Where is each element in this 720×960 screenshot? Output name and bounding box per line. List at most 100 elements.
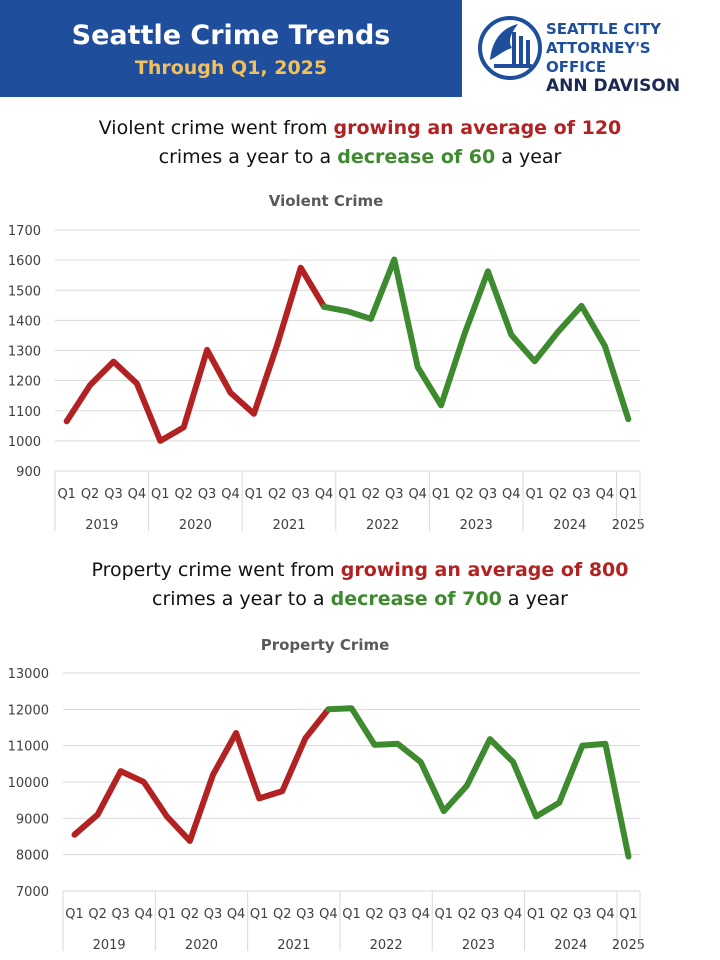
property-quarter-label: Q3 [481,907,500,922]
violent-quarter-label: Q1 [619,487,638,502]
property-y-tick-label: 7000 [16,885,49,900]
violent-year-label: 2019 [85,518,118,533]
property-quarter-label: Q2 [181,907,200,922]
violent-quarter-label: Q1 [432,487,451,502]
violent-quarter-label: Q4 [502,487,521,502]
property-quarter-label: Q2 [550,907,569,922]
violent-quarter-label: Q3 [572,487,591,502]
violent-y-tick-label: 1700 [8,224,41,239]
violent-year-label: 2021 [272,518,305,533]
violent-quarter-label: Q4 [408,487,427,502]
property-quarter-label: Q1 [435,907,454,922]
violent-summary-part2: crimes a year to a [158,146,338,168]
property-year-label: 2024 [554,938,587,953]
property-quarter-label: Q4 [135,907,154,922]
property-quarter-label: Q1 [65,907,84,922]
property-quarter-label: Q4 [504,907,523,922]
violent-quarter-label: Q3 [385,487,404,502]
property-crime-svg: Property Crime 7000 8000 9000 10000 11000 1200… [8,636,645,953]
violent-summary-part3: a year [495,146,562,168]
property-quarter-label: Q2 [365,907,384,922]
violent-quarter-label: Q4 [128,487,147,502]
property-quarter-label: Q1 [527,907,546,922]
property-y-tick-label: 8000 [16,849,49,864]
property-year-label: 2019 [93,938,126,953]
property-y-tick-label: 12000 [8,703,49,718]
property-quarter-label: Q4 [596,907,615,922]
violent-quarter-label: Q2 [455,487,474,502]
property-quarter-label: Q1 [158,907,177,922]
violent-y-tick-label: 1600 [8,254,41,269]
property-year-label: 2025 [612,938,645,953]
property-summary-part1: Property crime went from [91,559,341,581]
violent-quarter-label: Q1 [525,487,544,502]
violent-crime-chart: Violent Crime 900 1000 1100 1200 1300 1400 1500… [0,180,720,535]
violent-chart-title: Violent Crime [269,192,384,210]
property-quarter-label: Q3 [204,907,223,922]
header-banner: Seattle Crime Trends Through Q1, 2025 [0,0,462,97]
violent-decline-line [321,256,632,423]
violent-quarter-label: Q4 [596,487,615,502]
violent-summary-growth: growing an average of 120 [333,117,622,139]
property-summary-part3: a year [501,588,568,610]
violent-year-label: 2022 [366,518,399,533]
logo-text: SEATTLE CITY ATTORNEY'S OFFICE ANN DAVIS… [546,20,713,96]
page-title: Seattle Crime Trends [71,20,391,51]
violent-quarter-label: Q3 [104,487,123,502]
property-chart-title: Property Crime [261,636,390,654]
violent-quarter-label: Q1 [151,487,170,502]
violent-summary-decrease: decrease of 60 [337,146,496,168]
property-quarter-label: Q4 [227,907,246,922]
page-subtitle: Through Q1, 2025 [134,57,328,79]
property-year-label: 2021 [277,938,310,953]
property-y-tick-label: 11000 [8,740,49,755]
property-y-tick-label: 10000 [8,776,49,791]
property-crime-chart: Property Crime 7000 8000 9000 10000 11000 1200… [0,622,720,960]
violent-y-tick-label: 1000 [8,435,41,450]
violent-y-tick-label: 1400 [8,314,41,329]
violent-y-tick-label: 1200 [8,375,41,390]
violent-year-label: 2024 [553,518,586,533]
violent-quarter-label: Q2 [549,487,568,502]
violent-y-tick-label: 900 [16,465,41,480]
property-quarter-label: Q3 [296,907,315,922]
property-quarter-label: Q3 [388,907,407,922]
property-quarter-label: Q1 [250,907,269,922]
property-quarter-label: Q2 [458,907,477,922]
violent-crime-svg: Violent Crime 900 1000 1100 1200 1300 1400 1500… [8,192,645,533]
logo-line-1: SEATTLE CITY [546,20,662,38]
violent-growth-line [63,264,328,444]
seal-icon [478,16,542,80]
property-summary-part2: crimes a year to a [152,588,331,610]
violent-quarter-label: Q3 [291,487,310,502]
violent-quarter-label: Q1 [338,487,357,502]
property-quarter-label: Q1 [619,907,638,922]
property-year-label: 2020 [185,938,218,953]
property-decline-line [325,705,632,860]
violent-quarter-label: Q3 [479,487,498,502]
logo-line-3: ANN DAVISON [546,76,681,96]
violent-year-label: 2025 [612,518,645,533]
violent-summary-part1: Violent crime went from [98,117,334,139]
violent-quarter-label: Q2 [81,487,100,502]
property-quarter-label: Q2 [88,907,107,922]
property-quarter-label: Q3 [111,907,130,922]
violent-y-tick-label: 1300 [8,345,41,360]
violent-quarter-label: Q1 [245,487,264,502]
violent-quarter-label: Q2 [174,487,193,502]
property-quarter-label: Q3 [573,907,592,922]
property-year-label: 2023 [462,938,495,953]
property-y-tick-label: 13000 [8,667,49,682]
violent-quarter-label: Q2 [268,487,287,502]
violent-quarter-label: Q2 [362,487,381,502]
property-growth-line [71,706,332,844]
violent-quarter-label: Q4 [221,487,240,502]
violent-quarter-label: Q1 [57,487,76,502]
property-year-label: 2022 [370,938,403,953]
violent-quarter-label: Q3 [198,487,217,502]
violent-year-label: 2023 [460,518,493,533]
property-summary-growth: growing an average of 800 [340,559,629,581]
property-y-tick-label: 9000 [16,812,49,827]
property-quarter-label: Q4 [411,907,430,922]
violent-summary: Violent crime went from growing an avera… [0,114,720,172]
